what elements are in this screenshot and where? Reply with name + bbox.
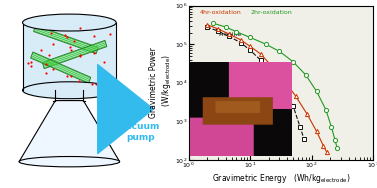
Point [64, 36, 70, 39]
Point [28, 64, 34, 67]
Point [38, 48, 44, 51]
Text: Pristine: Pristine [218, 32, 241, 37]
Point [77, 54, 83, 57]
Ellipse shape [19, 156, 120, 167]
Point [62, 34, 68, 37]
Point [77, 26, 83, 29]
Point [77, 54, 83, 57]
Point [89, 82, 95, 85]
Bar [35, 26, 98, 49]
Ellipse shape [23, 14, 116, 31]
Point [91, 35, 97, 38]
Point [67, 46, 73, 49]
Bar [34, 29, 97, 52]
Point [64, 74, 70, 77]
Bar [42, 40, 107, 69]
Point [67, 49, 74, 52]
Point [101, 61, 107, 64]
Bar [32, 52, 91, 79]
Point [71, 40, 77, 43]
Bar [35, 27, 98, 50]
Bar [42, 41, 105, 64]
Point [93, 83, 99, 86]
Point [48, 32, 54, 35]
Text: Vacuum: Vacuum [120, 122, 161, 131]
Ellipse shape [23, 82, 116, 99]
Point [91, 52, 97, 55]
Point [107, 78, 113, 81]
Point [46, 53, 52, 56]
Point [97, 71, 103, 74]
X-axis label: Gravimetric Energy   (Wh/kg$_{\mathregular{electrode}}$): Gravimetric Energy (Wh/kg$_{\mathregular… [211, 172, 350, 185]
Bar [43, 42, 106, 65]
Bar [32, 54, 90, 80]
Bar [34, 25, 98, 54]
Point [28, 61, 34, 64]
Point [50, 67, 56, 70]
FancyArrowPatch shape [98, 65, 153, 153]
Text: 4hr-oxidation: 4hr-oxidation [199, 10, 241, 15]
Point [100, 69, 106, 72]
Bar [23, 23, 116, 90]
Point [43, 62, 49, 65]
Point [107, 32, 113, 35]
Bar [44, 45, 107, 68]
Bar [43, 44, 106, 67]
Y-axis label: Gravimetric Power
  (W/kg$_{\mathregular{electrode}}$): Gravimetric Power (W/kg$_{\mathregular{e… [149, 47, 173, 118]
Text: pump: pump [126, 133, 155, 143]
Point [67, 74, 74, 77]
Point [76, 80, 82, 83]
Polygon shape [19, 101, 120, 162]
Bar [31, 55, 90, 82]
Point [25, 61, 31, 64]
Bar [31, 52, 91, 83]
Text: 2hr-oxidation: 2hr-oxidation [250, 10, 292, 15]
Bar [55, 90, 83, 101]
Bar [31, 57, 89, 83]
Point [50, 43, 56, 46]
Bar [34, 30, 97, 53]
Point [43, 72, 49, 75]
